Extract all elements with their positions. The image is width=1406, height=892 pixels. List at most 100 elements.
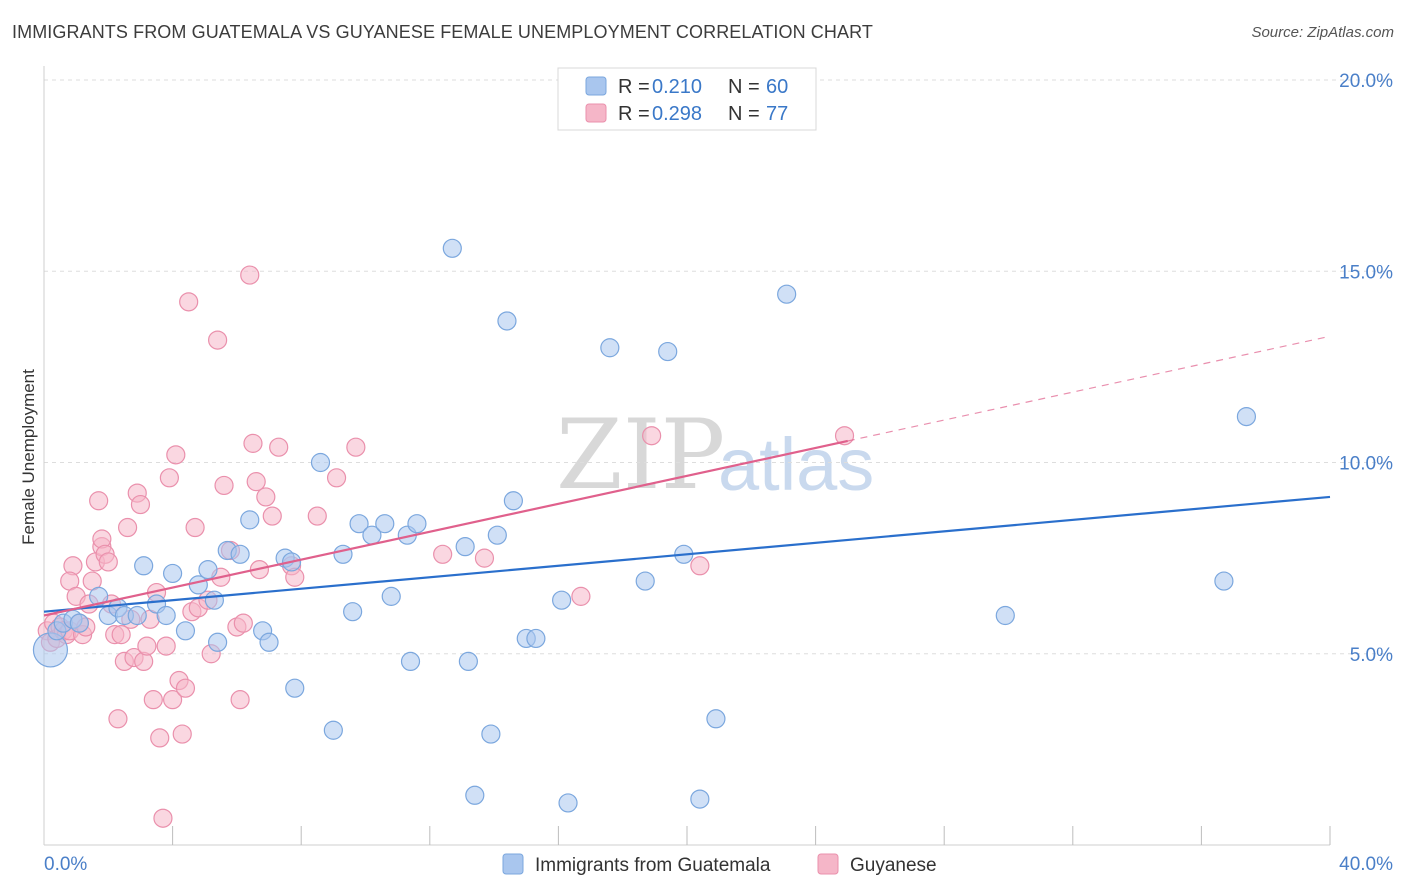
legend-swatch-guyanese <box>585 103 607 123</box>
guatemala-point <box>465 785 485 805</box>
guatemala-point <box>343 602 363 622</box>
guatemala-point <box>69 613 89 633</box>
guyanese-point <box>137 636 157 656</box>
guyanese-point <box>117 517 138 538</box>
guatemala-point <box>481 724 501 744</box>
guyanese-point <box>326 468 347 488</box>
legend-r-label-guyanese: R = <box>618 103 650 125</box>
legend-n-label-guyanese: N = <box>728 103 760 125</box>
guyanese-point <box>153 808 173 828</box>
guatemala-point <box>635 571 655 591</box>
guatemala-point <box>333 544 353 564</box>
y-tick-label: 15.0% <box>1339 262 1393 283</box>
guatemala-point <box>89 586 109 606</box>
guatemala-point <box>323 720 343 740</box>
guatemala-point <box>706 709 726 729</box>
x-tick-marks <box>172 826 1331 845</box>
grid-lines <box>44 79 1392 655</box>
guyanese-point <box>214 475 234 496</box>
bottom-legend-swatch-guatemala <box>502 853 524 875</box>
guatemala-point <box>259 632 279 652</box>
guatemala-point <box>127 605 147 626</box>
guatemala-point <box>487 525 507 545</box>
guatemala-point <box>558 793 578 813</box>
guyanese-point <box>307 506 327 526</box>
guyanese-point <box>474 548 495 568</box>
guyanese-trend-line-solid <box>43 439 848 617</box>
bottom-legend-swatch-guyanese <box>817 853 839 875</box>
legend-swatch-guatemala <box>585 76 607 96</box>
bottom-legend-label-guatemala: Immigrants from Guatemala <box>535 855 771 876</box>
watermark-zip: ZIP <box>556 399 725 511</box>
guyanese-point <box>346 437 366 457</box>
chart-title: IMMIGRANTS FROM GUATEMALA VS GUYANESE FE… <box>12 22 873 42</box>
guatemala-point <box>497 311 517 331</box>
y-tick-label: 5.0% <box>1350 645 1393 666</box>
guatemala-point <box>163 563 183 584</box>
guyanese-point <box>98 552 118 572</box>
legend-r-label-guatemala: R = <box>618 76 650 98</box>
legend-n-value-guyanese: 77 <box>766 103 788 125</box>
guyanese-point <box>159 468 179 488</box>
guyanese-point <box>111 625 131 645</box>
y-tick-label: 20.0% <box>1339 71 1393 92</box>
guatemala-point <box>690 789 710 809</box>
guyanese-point <box>230 690 250 710</box>
guyanese-point <box>130 494 151 515</box>
guatemala-point <box>526 628 546 649</box>
guyanese-point <box>433 544 453 564</box>
guyanese-trend-line-dashed <box>847 335 1331 442</box>
guatemala-point <box>552 590 572 610</box>
guyanese-point <box>642 426 662 446</box>
x-tick-label-max: 40.0% <box>1339 854 1393 875</box>
legend-r-value-guyanese: 0.298 <box>652 103 702 125</box>
guatemala-trend-line-solid <box>43 495 1331 613</box>
guyanese-point <box>233 613 253 633</box>
x-tick-label-min: 0.0% <box>44 854 87 875</box>
guatemala-point <box>600 338 620 358</box>
guyanese-point <box>89 491 109 511</box>
trend-lines <box>43 335 1331 617</box>
guyanese-point <box>690 556 710 576</box>
guatemala-point <box>1214 571 1234 591</box>
guatemala-point <box>777 284 797 304</box>
guatemala-point <box>175 621 196 641</box>
guatemala-point <box>407 514 427 534</box>
guatemala-point <box>156 605 176 626</box>
guyanese-point <box>571 586 591 606</box>
guyanese-point <box>256 487 276 507</box>
guyanese-point <box>179 292 199 312</box>
guyanese-point <box>108 709 128 729</box>
guatemala-point <box>381 586 401 606</box>
guatemala-point <box>240 510 260 530</box>
guatemala-point <box>455 537 475 557</box>
guatemala-point <box>375 514 395 534</box>
guatemala-point <box>310 452 331 473</box>
guyanese-point <box>166 445 186 465</box>
guatemala-point <box>134 556 154 576</box>
guyanese-point <box>150 728 170 748</box>
legend-r-value-guatemala: 0.210 <box>652 76 702 98</box>
guatemala-point <box>230 544 250 564</box>
guyanese-point <box>246 472 266 492</box>
guyanese-points <box>37 265 855 828</box>
guyanese-point <box>208 330 228 350</box>
guatemala-point <box>503 491 523 511</box>
guatemala-points <box>32 238 1257 813</box>
guatemala-point <box>188 575 208 595</box>
guatemala-point <box>349 514 369 534</box>
guyanese-point <box>172 724 192 744</box>
guatemala-point <box>198 559 218 580</box>
guatemala-point <box>658 341 678 362</box>
legend-n-label-guatemala: N = <box>728 76 760 98</box>
y-tick-labels: 5.0% 10.0% 15.0% 20.0% <box>1339 71 1393 666</box>
guyanese-point <box>156 636 176 656</box>
guyanese-point <box>185 517 205 538</box>
y-tick-label: 10.0% <box>1339 454 1393 475</box>
guatemala-point <box>204 590 224 610</box>
guyanese-point <box>163 690 183 710</box>
guatemala-point <box>400 651 421 672</box>
guatemala-point <box>285 678 305 698</box>
source-credit: Source: ZipAtlas.com <box>1251 24 1394 41</box>
